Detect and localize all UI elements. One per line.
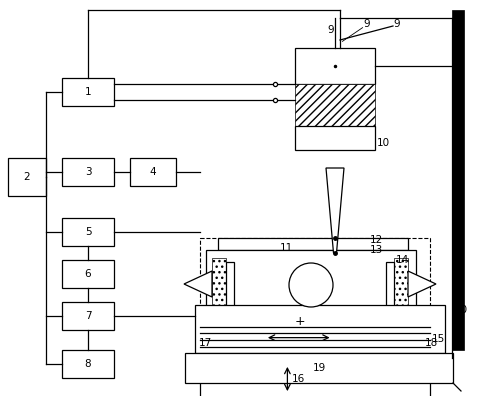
- Text: 4: 4: [150, 167, 156, 177]
- Bar: [226, 262, 234, 306]
- Bar: [386, 262, 394, 306]
- Text: 18: 18: [425, 338, 438, 348]
- Text: 17: 17: [199, 338, 212, 348]
- Text: 2: 2: [24, 172, 30, 182]
- Bar: [62, 158, 114, 186]
- Text: 9: 9: [327, 25, 334, 35]
- Circle shape: [289, 263, 333, 307]
- Text: 9: 9: [393, 19, 399, 29]
- Polygon shape: [184, 271, 212, 297]
- Bar: [62, 218, 114, 246]
- Text: +: +: [295, 315, 305, 328]
- Bar: [295, 48, 375, 84]
- Polygon shape: [326, 168, 344, 253]
- Text: 10: 10: [377, 138, 390, 148]
- Bar: [62, 350, 114, 378]
- Bar: [62, 260, 114, 288]
- Bar: [62, 302, 114, 330]
- Bar: [8, 158, 46, 196]
- Text: 20: 20: [454, 305, 467, 315]
- Text: 1: 1: [85, 87, 91, 97]
- Text: 7: 7: [85, 311, 91, 321]
- Text: 19: 19: [313, 363, 326, 373]
- Bar: [200, 358, 430, 396]
- Text: 3: 3: [85, 167, 91, 177]
- Bar: [200, 320, 430, 358]
- Bar: [130, 158, 176, 186]
- Text: 14: 14: [396, 255, 409, 265]
- Bar: [200, 238, 430, 338]
- Text: 12: 12: [370, 235, 383, 245]
- Polygon shape: [408, 271, 436, 297]
- Bar: [452, 10, 464, 350]
- Bar: [62, 78, 114, 106]
- Bar: [394, 258, 408, 310]
- Bar: [195, 305, 445, 353]
- Text: 13: 13: [370, 245, 383, 255]
- Bar: [212, 258, 226, 310]
- Bar: [206, 250, 416, 320]
- Text: 11: 11: [280, 243, 293, 253]
- Bar: [295, 126, 375, 150]
- Text: 16: 16: [291, 374, 305, 384]
- Text: 5: 5: [85, 227, 91, 237]
- Bar: [295, 84, 375, 126]
- Bar: [185, 353, 453, 383]
- Text: 15: 15: [432, 334, 445, 344]
- Text: 9: 9: [363, 19, 369, 29]
- Text: 6: 6: [85, 269, 91, 279]
- Bar: [218, 238, 408, 250]
- Text: 8: 8: [85, 359, 91, 369]
